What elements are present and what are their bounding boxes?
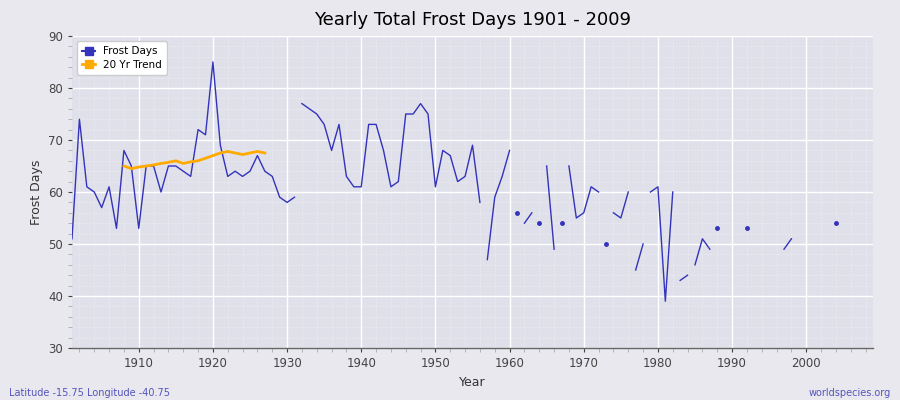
Text: worldspecies.org: worldspecies.org bbox=[809, 388, 891, 398]
Legend: Frost Days, 20 Yr Trend: Frost Days, 20 Yr Trend bbox=[77, 41, 167, 75]
Text: Latitude -15.75 Longitude -40.75: Latitude -15.75 Longitude -40.75 bbox=[9, 388, 170, 398]
Title: Yearly Total Frost Days 1901 - 2009: Yearly Total Frost Days 1901 - 2009 bbox=[314, 11, 631, 29]
Y-axis label: Frost Days: Frost Days bbox=[30, 159, 42, 225]
X-axis label: Year: Year bbox=[459, 376, 486, 388]
